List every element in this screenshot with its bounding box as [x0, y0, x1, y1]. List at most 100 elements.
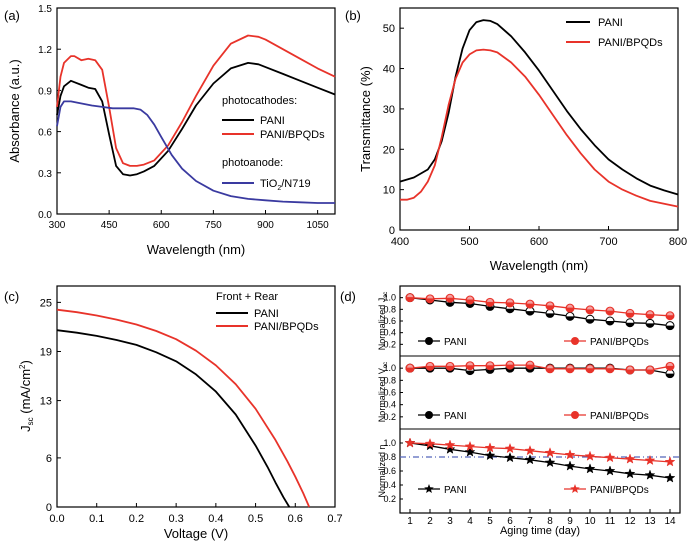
- d-jsc-ytick-label: 0.6: [383, 316, 396, 326]
- d-voc-pani-point: [665, 369, 675, 379]
- d-eta-bpqds-point: [624, 453, 636, 464]
- d-jsc-pani-point: [545, 308, 555, 318]
- b-ytick-label: 30: [383, 104, 395, 116]
- d-voc-pani-point-fill: [466, 370, 474, 375]
- c-ytick-label: 19: [40, 346, 52, 358]
- d-voc-bpqds-point-highlight: [547, 365, 553, 369]
- a-xtick-label: 600: [153, 220, 170, 231]
- a-bpqds-curve: [56, 34, 336, 167]
- d-jsc-bpqds-point: [545, 301, 555, 311]
- d-eta-ytick-label: 1.0: [383, 438, 396, 448]
- legend-a-bpqds-label: PANI/BPQDs: [260, 129, 325, 141]
- c-ytick-label: 13: [40, 396, 52, 408]
- c-xtick-label: 0.0: [49, 513, 64, 525]
- a-ytick-label: 0.3: [38, 169, 52, 180]
- panel-c-label: (c): [4, 289, 19, 304]
- d-jsc-bpqds-point: [445, 293, 455, 303]
- d-voc-pani-point-fill: [526, 368, 534, 373]
- legend-c-heading: Front + Rear: [216, 291, 278, 303]
- d-eta-ytick-label: 0.6: [383, 466, 396, 476]
- legend-c-bpqds-label: PANI/BPQDs: [254, 321, 319, 333]
- d-voc-bpqds-point-highlight: [607, 365, 613, 369]
- panel-a: (a) Absorbance (a.u.) Wavelength (nm) ph…: [4, 7, 336, 257]
- d-eta-pani-point: [624, 468, 636, 479]
- c-bpqds-curve: [56, 308, 311, 508]
- d-jsc-bpqds-point: [665, 311, 675, 321]
- d-jsc-bpqds-point: [605, 306, 615, 316]
- d-jsc-bpqds-point: [465, 295, 475, 305]
- legend-d-voc-pani-marker: [425, 411, 433, 419]
- d-jsc-ytick-label: 0.2: [383, 339, 396, 349]
- d-voc-bpqds-point-highlight: [667, 362, 673, 366]
- legend-a-tio2-label: TiO2/N719: [260, 178, 311, 192]
- a-ytick-label: 1.2: [38, 45, 52, 56]
- a-ytick-label: 0.9: [38, 86, 52, 97]
- c-xtick-label: 0.7: [327, 513, 342, 525]
- d-jsc-bpqds-point: [565, 303, 575, 313]
- legend-d-voc-pani-label: PANI: [444, 411, 467, 422]
- d-voc-bpqds-point: [565, 364, 575, 374]
- d-jsc-bpqds-point-highlight: [447, 294, 453, 298]
- d-voc-ytick-label: 0.6: [383, 388, 396, 398]
- d-eta-pani-point: [644, 469, 656, 480]
- d-jsc-pani-point-fill: [466, 303, 474, 308]
- d-eta-pani-point: [504, 451, 516, 463]
- c-xtick-label: 0.5: [248, 513, 263, 525]
- legend-a-heading-2: photoanode:: [222, 157, 283, 169]
- d-jsc-bpqds-point: [505, 298, 515, 308]
- legend-a-pani-label: PANI: [260, 115, 285, 127]
- d-jsc-ytick-label: 1.0: [383, 293, 396, 303]
- d-xtick-label: 4: [467, 516, 473, 527]
- d-voc-bpqds-point: [585, 364, 595, 374]
- a-xtick-label: 1050: [307, 220, 330, 231]
- d-jsc-bpqds-point: [585, 305, 595, 315]
- d-eta-pani-point: [564, 460, 576, 471]
- d-jsc-pani-point-fill: [646, 323, 654, 328]
- c-xtick-label: 0.3: [168, 513, 183, 525]
- d-voc-bpqds-point: [445, 361, 455, 371]
- a-pani-curve: [56, 62, 336, 177]
- d-jsc-bpqds-point: [525, 299, 535, 309]
- d-voc-bpqds-point-highlight: [487, 362, 493, 366]
- d-jsc-bpqds-point-highlight: [567, 304, 573, 308]
- d-eta-bpqds-point: [644, 454, 656, 466]
- a-xtick-label: 300: [49, 220, 66, 231]
- d-jsc-pani-point: [565, 311, 575, 321]
- a-xtick-label: 450: [101, 220, 118, 231]
- c-pani-curve: [56, 329, 291, 508]
- d-voc-pani-point-fill: [486, 369, 494, 374]
- panel-d-label: (d): [340, 289, 356, 304]
- b-xtick-label: 400: [391, 236, 409, 248]
- d-jsc-bpqds-point-highlight: [607, 307, 613, 311]
- b-ytick-label: 50: [383, 23, 395, 35]
- d-jsc-pani-point: [665, 321, 675, 331]
- a-xtick-label: 900: [257, 220, 274, 231]
- d-voc-ytick-label: 0.2: [383, 412, 396, 422]
- d-eta-bpqds-point: [524, 444, 536, 456]
- d-eta-ytick-label: 0.8: [383, 452, 396, 462]
- c-xtick-label: 0.1: [89, 513, 104, 525]
- b-ytick-label: 10: [383, 185, 395, 197]
- d-xtick-label: 10: [584, 516, 596, 527]
- legend-d-jsc-bpqds-label: PANI/BPQDs: [590, 337, 649, 348]
- d-voc-bpqds-point: [505, 360, 515, 370]
- d-voc-bpqds-point-highlight: [627, 366, 633, 370]
- d-voc-bpqds-point-highlight: [507, 361, 513, 365]
- d-voc-bpqds-point-highlight: [467, 362, 473, 366]
- legend-b-pani-label: PANI: [598, 17, 623, 29]
- d-eta-pani-point: [544, 456, 556, 468]
- d-xtick-label: 13: [644, 516, 656, 527]
- d-eta-bpqds-point: [484, 442, 496, 453]
- d-jsc-bpqds-point-highlight: [587, 306, 593, 310]
- d-voc-bpqds-point: [465, 361, 475, 371]
- panel-a-label: (a): [4, 8, 20, 23]
- b-xtick-label: 600: [530, 236, 548, 248]
- d-eta-ytick-label: 0.2: [383, 494, 396, 504]
- d-eta-pani-point: [524, 454, 536, 465]
- d-jsc-bpqds-point-highlight: [627, 309, 633, 313]
- b-xtick-label: 500: [460, 236, 478, 248]
- panel-c-xlabel: Voltage (V): [164, 526, 228, 541]
- b-ytick-label: 0: [389, 225, 395, 237]
- d-eta-ytick-label: 0.4: [383, 480, 396, 490]
